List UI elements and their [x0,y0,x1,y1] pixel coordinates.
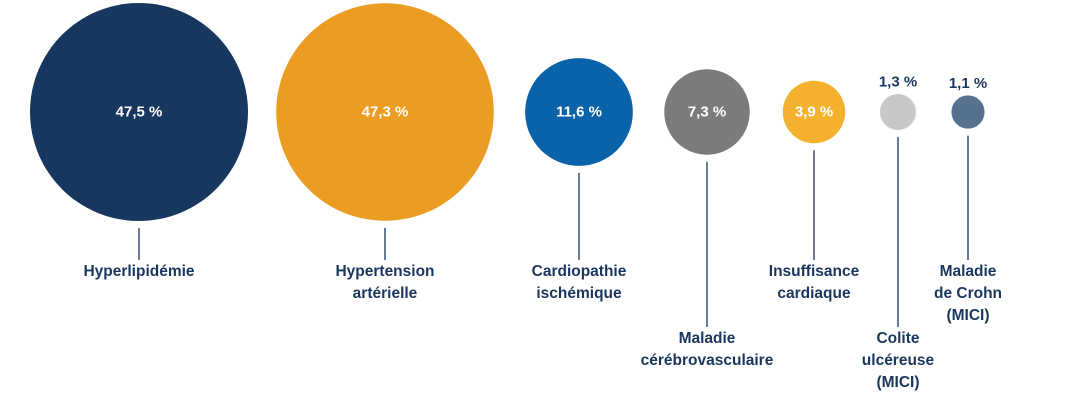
value-label-insuffisance-cardiaque: 3,9 % [795,104,833,121]
category-label-cardiopathie-ischemique: Cardiopathie ischémique [532,263,627,302]
bubble-hyperlipidemie [30,3,248,221]
value-label-hypertension-arterielle: 47,3 % [362,104,409,121]
value-label-maladie-de-crohn-mici: 1,1 % [949,75,987,92]
value-label-maladie-cerebrovasculaire: 7,3 % [688,104,726,121]
bubble-colite-ulcereuse-mici [879,93,917,131]
bubble-maladie-de-crohn-mici [951,95,985,129]
bubble-hypertension-arterielle [276,3,494,221]
category-label-hypertension-arterielle: Hypertension artérielle [335,263,434,302]
bubble-maladie-cerebrovasculaire [664,69,750,155]
value-label-cardiopathie-ischemique: 11,6 % [556,104,602,121]
category-label-colite-ulcereuse-mici: Colite ulcéreuse (MICI) [862,330,935,391]
value-label-hyperlipidemie: 47,5 % [116,104,163,121]
value-label-colite-ulcereuse-mici: 1,3 % [879,73,917,90]
bubble-insuffisance-cardiaque [782,80,846,144]
category-label-hyperlipidemie: Hyperlipidémie [83,263,194,280]
category-label-maladie-de-crohn-mici: Maladie de Crohn (MICI) [934,263,1002,324]
category-label-maladie-cerebrovasculaire: Maladie cérébrovasculaire [641,330,774,369]
category-label-insuffisance-cardiaque: Insuffisance cardiaque [769,263,860,302]
bubble-cardiopathie-ischemique [525,58,633,166]
